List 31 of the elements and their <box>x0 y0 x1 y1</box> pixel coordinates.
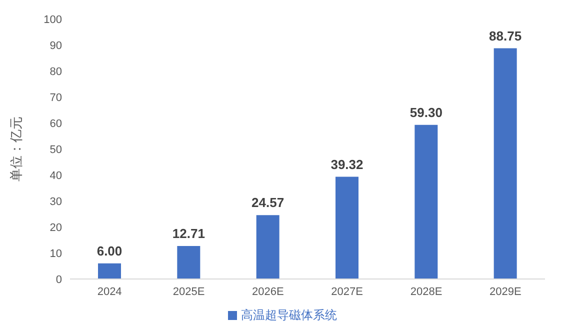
y-tick-label: 90 <box>50 40 62 52</box>
x-tick-label: 2026E <box>252 286 284 298</box>
data-label: 59.30 <box>410 104 442 120</box>
bar <box>98 263 121 279</box>
x-tick-label: 2027E <box>331 286 363 298</box>
bar <box>414 124 438 279</box>
bar <box>256 215 280 279</box>
y-tick-label: 70 <box>50 92 62 104</box>
data-label: 88.75 <box>489 28 522 44</box>
bar <box>177 246 200 279</box>
y-tick-label: 10 <box>50 248 62 260</box>
y-tick-label: 40 <box>50 170 62 182</box>
data-label: 6.00 <box>96 243 122 258</box>
x-tick-label: 2025E <box>172 286 205 298</box>
x-tick-label: 2028E <box>410 286 442 298</box>
legend-label: 高温超导磁体系统 <box>241 308 337 322</box>
y-tick-label: 100 <box>44 14 62 26</box>
data-label: 12.71 <box>172 226 205 241</box>
y-axis-title: 单位：亿元 <box>8 116 24 182</box>
y-tick-label: 30 <box>50 196 62 208</box>
y-tick-label: 60 <box>50 118 62 130</box>
y-tick-label: 80 <box>50 66 62 78</box>
x-tick-label: 2024 <box>97 286 122 298</box>
y-tick-label: 50 <box>50 144 62 156</box>
bar <box>336 176 358 279</box>
y-tick-label: 20 <box>50 222 62 234</box>
x-tick-label: 2029E <box>490 286 522 298</box>
y-tick-label: 0 <box>56 274 62 286</box>
bar <box>494 48 517 279</box>
data-label: 24.57 <box>252 195 284 210</box>
data-label: 39.32 <box>330 156 364 172</box>
